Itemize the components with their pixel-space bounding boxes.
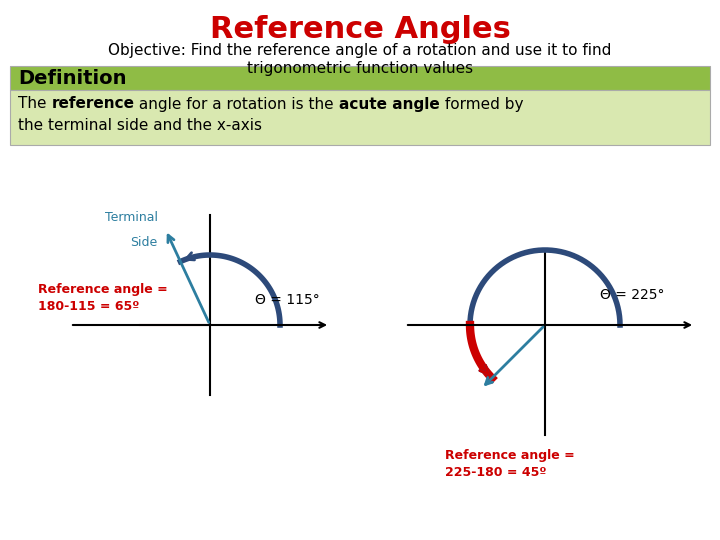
Bar [10, 66, 710, 90]
Text: trigonometric function values: trigonometric function values [247, 61, 473, 76]
Bar [10, 90, 710, 145]
Text: 225-180 = 45º: 225-180 = 45º [445, 465, 546, 478]
Text: Reference angle =: Reference angle = [445, 449, 575, 462]
Text: Θ = 115°: Θ = 115° [255, 293, 320, 307]
Text: acute angle: acute angle [339, 97, 440, 111]
Text: Reference Angles: Reference Angles [210, 15, 510, 44]
Text: Side: Side [130, 236, 158, 249]
Text: formed by: formed by [440, 97, 523, 111]
Text: angle for a rotation is the: angle for a rotation is the [135, 97, 339, 111]
Text: reference: reference [51, 97, 135, 111]
Text: The: The [18, 97, 51, 111]
Text: Reference angle =: Reference angle = [38, 284, 168, 296]
Text: Terminal: Terminal [104, 211, 158, 224]
Text: Θ = 225°: Θ = 225° [600, 288, 665, 302]
Text: Objective: Find the reference angle of a rotation and use it to find: Objective: Find the reference angle of a… [108, 43, 612, 58]
Text: Definition: Definition [18, 69, 127, 87]
Text: 180-115 = 65º: 180-115 = 65º [38, 300, 140, 314]
Text: the terminal side and the x-axis: the terminal side and the x-axis [18, 118, 262, 132]
